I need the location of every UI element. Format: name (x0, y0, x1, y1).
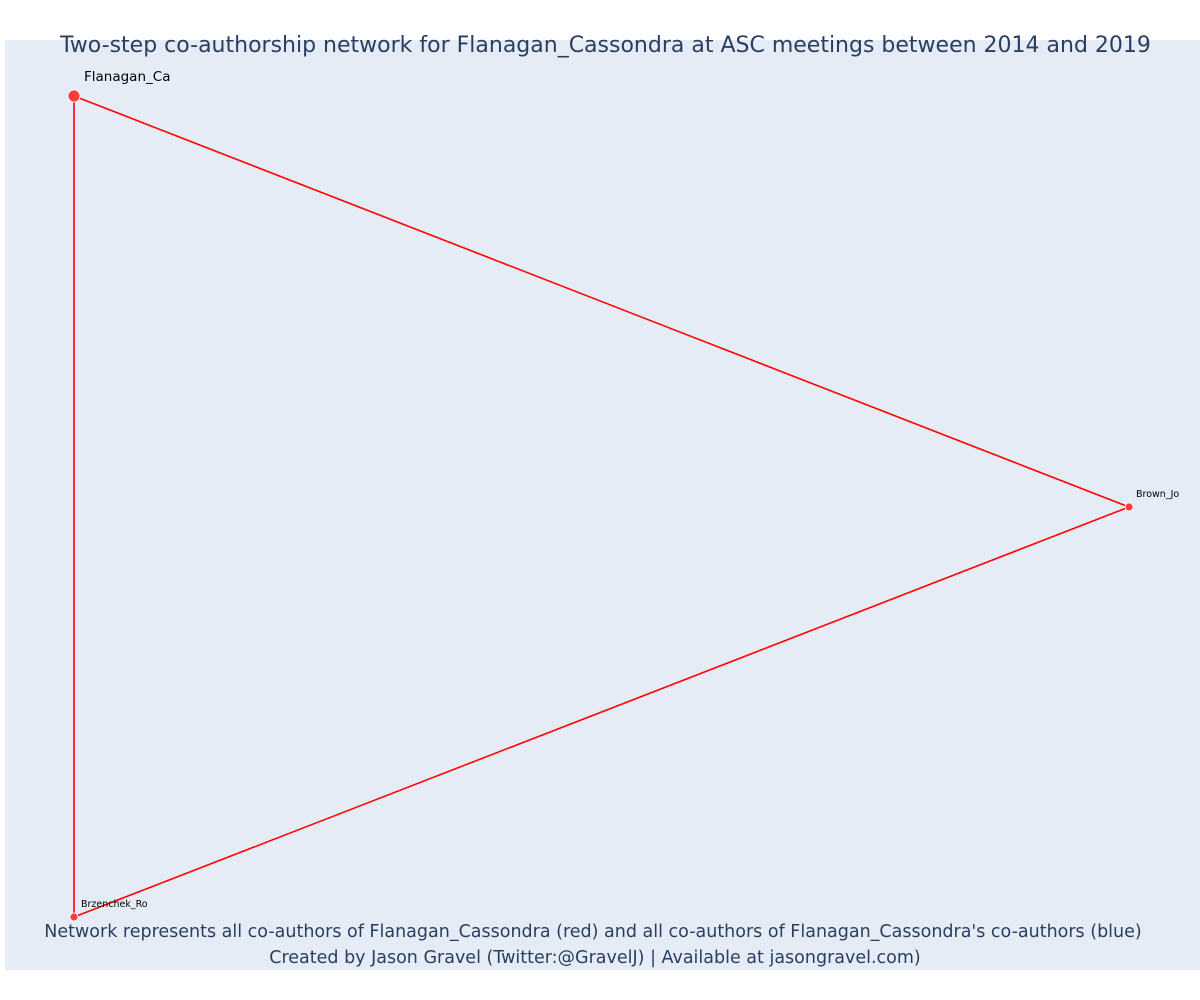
edges-layer (73, 95, 1130, 918)
edge-Brown_Jo-Brzenchek_Ro (73, 506, 1130, 918)
plot-area (5, 40, 1200, 970)
node-label-Brzenchek_Ro: Brzenchek_Ro (81, 899, 148, 910)
node-label-Flanagan_Ca: Flanagan_Ca (84, 69, 170, 85)
edge-Flanagan_Ca-Brown_Jo (73, 95, 1130, 508)
node-Brzenchek_Ro[interactable] (69, 912, 79, 922)
caption-line-1: Network represents all co-authors of Fla… (44, 922, 1141, 942)
node-Brown_Jo[interactable] (1124, 502, 1134, 512)
labels-layer: Flanagan_Ca Brown_Jo Brzenchek_Ro (81, 69, 1179, 910)
node-label-Brown_Jo: Brown_Jo (1136, 489, 1179, 500)
node-Flanagan_Ca[interactable] (67, 89, 81, 103)
nodes-layer (67, 89, 1134, 922)
chart-title: Two-step co-authorship network for Flana… (59, 33, 1151, 58)
caption-line-2: Created by Jason Gravel (Twitter:@Gravel… (269, 948, 920, 968)
